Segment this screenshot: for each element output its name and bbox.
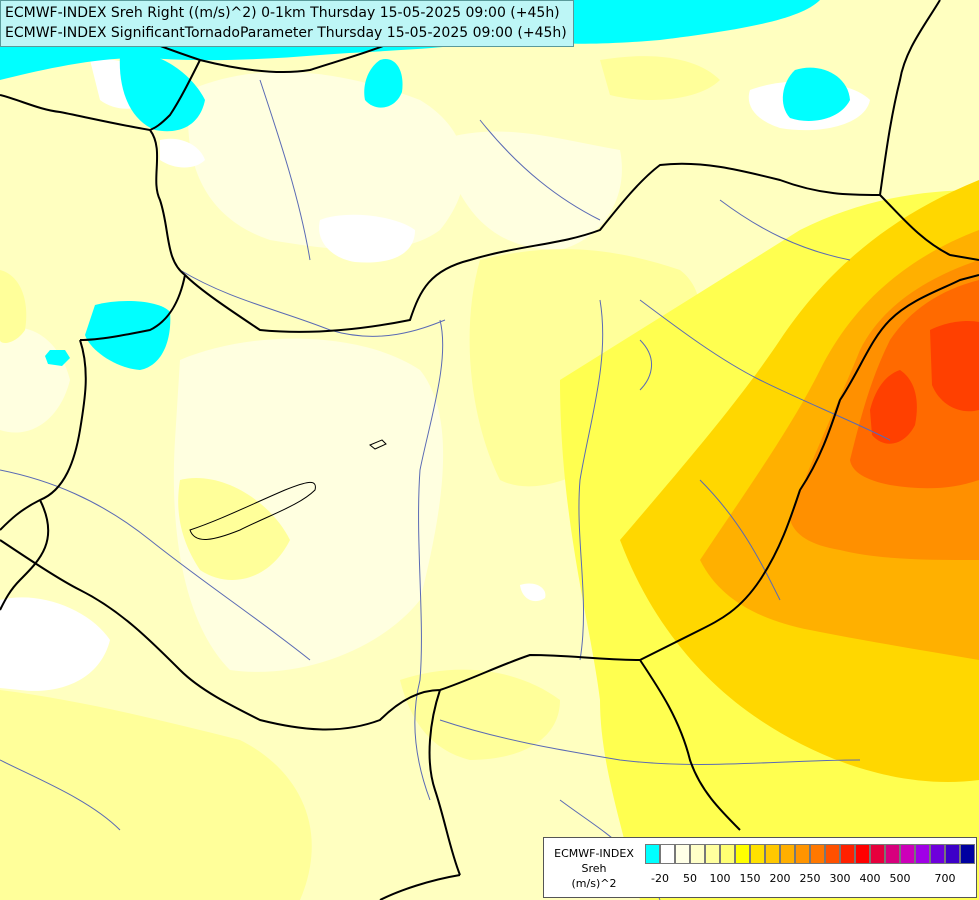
legend-swatch xyxy=(825,844,840,864)
legend-ticks: -20 50 100 150 200 250 300 400 500 700 xyxy=(645,872,975,888)
lake-outline xyxy=(189,482,316,540)
legend-swatch xyxy=(780,844,795,864)
legend-tick-label: 100 xyxy=(709,872,731,885)
legend-tick-label: 150 xyxy=(739,872,761,885)
legend-swatch xyxy=(735,844,750,864)
legend-swatch xyxy=(900,844,915,864)
legend-swatch xyxy=(945,844,960,864)
legend-labels: ECMWF-INDEX Sreh (m/s)^2 xyxy=(544,846,644,891)
legend-swatch xyxy=(690,844,705,864)
legend-swatch xyxy=(855,844,870,864)
legend-tick-label: 50 xyxy=(683,872,697,885)
legend-tick-label: 300 xyxy=(829,872,851,885)
legend-swatch xyxy=(675,844,690,864)
legend-variable: Sreh xyxy=(581,862,607,875)
legend-tick-label: 500 xyxy=(889,872,911,885)
legend-tick-label: 400 xyxy=(859,872,881,885)
rivers xyxy=(0,79,891,900)
small-lake xyxy=(369,439,387,450)
legend-swatch xyxy=(930,844,945,864)
legend-swatch xyxy=(705,844,720,864)
legend-swatch xyxy=(660,844,675,864)
white-patches xyxy=(0,59,870,691)
legend-swatch xyxy=(810,844,825,864)
color-legend: ECMWF-INDEX Sreh (m/s)^2 -20 50 100 150 200 2… xyxy=(543,837,977,898)
legend-tick-label: 200 xyxy=(769,872,791,885)
legend-swatch xyxy=(795,844,810,864)
red-field xyxy=(870,370,917,444)
legend-swatch xyxy=(840,844,855,864)
legend-swatch xyxy=(960,844,975,864)
legend-swatch xyxy=(645,844,660,864)
legend-swatch xyxy=(885,844,900,864)
legend-tick-label: 250 xyxy=(799,872,821,885)
legend-swatch xyxy=(915,844,930,864)
title-line-1: ECMWF-INDEX Sreh Right ((m/s)^2) 0-1km T… xyxy=(5,5,560,21)
legend-tick-label: 700 xyxy=(934,872,956,885)
red-field-east xyxy=(930,320,979,412)
legend-swatch xyxy=(765,844,780,864)
legend-swatch xyxy=(720,844,735,864)
pale-fields xyxy=(0,71,622,672)
legend-tick-label: -20 xyxy=(651,872,669,885)
legend-unit: (m/s)^2 xyxy=(571,877,617,890)
legend-swatch xyxy=(870,844,885,864)
title-line-2: ECMWF-INDEX SignificantTornadoParameter … xyxy=(5,25,567,41)
legend-title: ECMWF-INDEX xyxy=(554,847,634,860)
map-title-box: ECMWF-INDEX Sreh Right ((m/s)^2) 0-1km T… xyxy=(0,0,574,47)
legend-swatch xyxy=(750,844,765,864)
